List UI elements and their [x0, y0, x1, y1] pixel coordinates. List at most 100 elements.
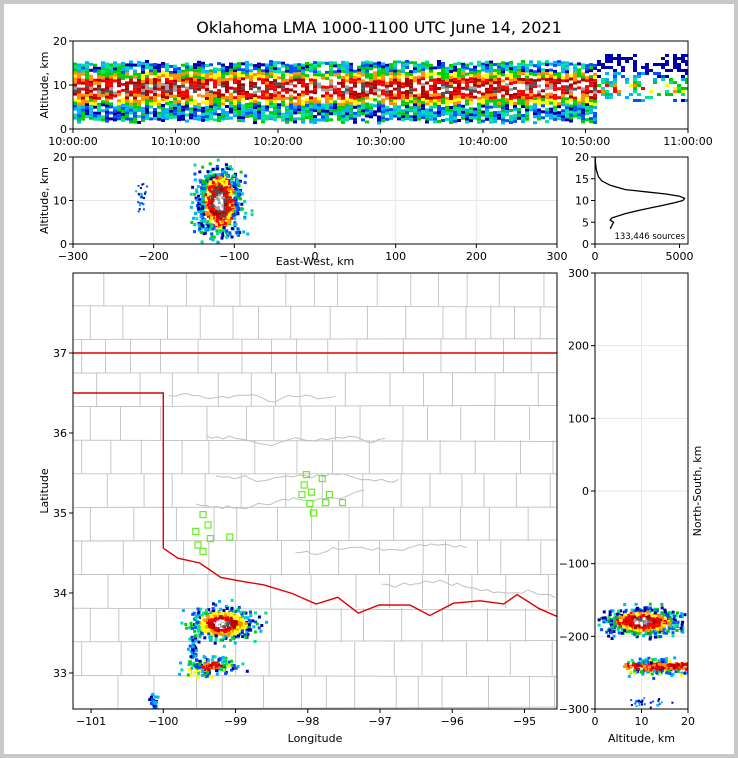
- plan-view-source-cell: [241, 614, 244, 618]
- time-height-cell: [505, 110, 509, 114]
- time-height-cell: [457, 86, 461, 89]
- time-height-cell: [485, 102, 489, 106]
- ew-height-cell: [204, 198, 208, 202]
- ew-height-cell: [225, 229, 229, 233]
- time-height-cell: [585, 82, 589, 86]
- time-height-cell: [529, 90, 533, 94]
- time-height-cell: [209, 90, 213, 94]
- time-height-cell: [513, 65, 517, 69]
- plan-view-source-cell: [239, 622, 243, 626]
- time-height-cell: [293, 69, 297, 73]
- time-height-cell: [341, 81, 345, 85]
- time-height-cell: [249, 63, 253, 67]
- ew-height-cell: [244, 174, 248, 178]
- time-height-cell: [461, 71, 465, 75]
- time-height-cell: [577, 113, 581, 117]
- time-height-cell: [237, 74, 241, 78]
- time-height-cell: [409, 61, 413, 65]
- time-height-cell: [293, 90, 297, 94]
- time-height-cell: [233, 81, 237, 85]
- plan-view-source-cell: [238, 628, 242, 632]
- time-height-cell: [401, 100, 405, 104]
- ew-height-cell: [197, 194, 201, 198]
- time-height-cell: [345, 76, 349, 80]
- time-height-cell: [265, 84, 269, 88]
- time-height-cell: [457, 83, 461, 86]
- plan-view-source-cell: [211, 618, 215, 622]
- time-height-cell: [233, 96, 237, 100]
- time-height-cell: [553, 81, 557, 85]
- time-height-cell: [673, 66, 677, 69]
- time-height-cell: [541, 98, 545, 102]
- time-height-cell: [321, 106, 325, 110]
- time-height-cell: [405, 63, 409, 66]
- time-height-cell: [177, 67, 181, 71]
- time-height-cell: [177, 88, 181, 92]
- plan-view-source-cell: [188, 660, 192, 664]
- plan-view-source-cell: [192, 671, 196, 675]
- time-height-cell: [505, 68, 509, 72]
- time-height-cell: [661, 75, 665, 78]
- plan-view-source-cell: [227, 660, 231, 664]
- time-height-cell: [665, 63, 669, 66]
- time-height-cell: [481, 92, 485, 96]
- time-height-cell: [209, 87, 213, 91]
- time-height-cell: [429, 99, 433, 103]
- lma-figure: Oklahoma LMA 1000-1100 UTC June 14, 2021…: [38, 18, 713, 745]
- time-height-cell: [341, 69, 345, 73]
- time-height-cell: [569, 98, 573, 102]
- time-height-cell: [493, 72, 497, 76]
- time-height-cell: [381, 68, 385, 72]
- time-height-cell: [81, 93, 85, 97]
- time-height-cell: [417, 96, 421, 100]
- height-ns-cell: [621, 627, 625, 631]
- time-height-cell: [417, 84, 421, 88]
- ew-height-cell: [230, 177, 234, 181]
- height-ns-cell: [609, 621, 613, 625]
- lma-station-marker: [204, 521, 212, 529]
- time-height-cell: [145, 111, 149, 114]
- plan-view-source-cell: [189, 621, 193, 625]
- height-ns-cell: [674, 622, 678, 626]
- time-height-cell: [261, 105, 265, 109]
- time-height-cell: [245, 84, 249, 88]
- plan-view-source-cell: [222, 625, 226, 629]
- height-ns-cell: [658, 621, 661, 625]
- time-height-cell: [501, 79, 505, 83]
- ew-height-cell: [193, 178, 197, 182]
- ew-height-cell: [216, 232, 219, 236]
- time-height-cell: [501, 103, 505, 107]
- time-height-cell: [593, 93, 597, 97]
- ew-height-cell: [228, 190, 232, 194]
- time-height-cell: [469, 107, 473, 111]
- time-height-cell: [445, 75, 449, 79]
- time-height-cell: [105, 89, 109, 93]
- time-height-cell: [401, 97, 405, 101]
- time-height-cell: [237, 92, 241, 96]
- time-height-cell: [509, 118, 513, 121]
- time-height-cell: [281, 100, 285, 104]
- time-height-cell: [265, 78, 269, 82]
- height-ns-cell: [609, 631, 613, 635]
- time-height-cell: [241, 83, 245, 87]
- time-height-cell: [633, 63, 637, 66]
- ew-height-cell: [237, 181, 241, 185]
- ew-height-xtick-label: 200: [466, 250, 487, 263]
- time-height-cell: [473, 95, 477, 99]
- time-height-cell: [489, 66, 493, 70]
- time-height-cell: [489, 120, 493, 124]
- ew-height-cell: [209, 185, 212, 189]
- time-height-cell: [249, 81, 253, 85]
- height-ns-cell: [603, 618, 607, 622]
- time-height-cell: [549, 89, 553, 93]
- height-ns-cell: [600, 628, 604, 632]
- time-height-cell: [317, 103, 321, 107]
- time-height-cell: [449, 109, 453, 112]
- time-height-cell: [289, 67, 293, 71]
- time-height-cell: [397, 117, 401, 121]
- time-height-cell: [433, 93, 437, 97]
- time-height-cell: [685, 99, 688, 102]
- time-height-cell: [301, 93, 305, 97]
- altitude-histogram-xtick-label: 5000: [666, 250, 694, 263]
- height-ns-cell: [613, 612, 617, 616]
